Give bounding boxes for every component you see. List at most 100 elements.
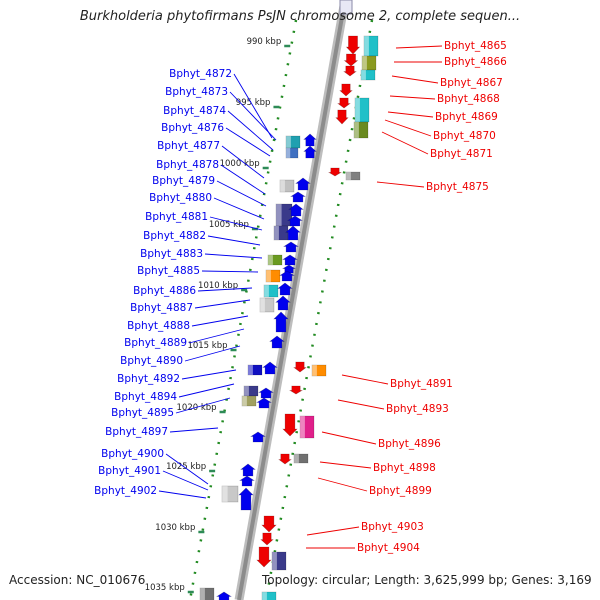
feature-block-magenta[interactable] <box>299 415 315 439</box>
feature-block-cyan[interactable] <box>263 284 279 298</box>
reverse-gene-label[interactable]: Bphyt_4893 <box>386 403 449 415</box>
forward-gene-arrow[interactable] <box>286 215 304 227</box>
feature-block-cyan[interactable] <box>354 97 370 123</box>
reverse-gene-label[interactable]: Bphyt_4875 <box>426 181 489 193</box>
forward-gene-label[interactable]: Bphyt_4881 <box>145 211 208 223</box>
feature-block-cyan[interactable] <box>363 35 379 57</box>
reverse-gene-label[interactable]: Bphyt_4869 <box>435 111 498 123</box>
reverse-gene-arrow[interactable] <box>335 109 349 125</box>
reverse-gene-label[interactable]: Bphyt_4866 <box>444 56 507 68</box>
feature-block-silver[interactable] <box>259 297 275 313</box>
forward-gene-arrow[interactable] <box>273 311 289 333</box>
forward-gene-label[interactable]: Bphyt_4873 <box>165 86 228 98</box>
reverse-gene-arrow[interactable] <box>343 53 359 67</box>
feature-block-khaki[interactable] <box>241 395 257 407</box>
feature-block-cyan[interactable] <box>360 69 376 81</box>
forward-gene-label[interactable]: Bphyt_4872 <box>169 68 232 80</box>
reverse-gene-arrow[interactable] <box>260 532 274 546</box>
reverse-gene-label[interactable]: Bphyt_4904 <box>357 542 420 554</box>
forward-gene-label[interactable]: Bphyt_4877 <box>157 140 220 152</box>
forward-gene-label[interactable]: Bphyt_4895 <box>111 407 174 419</box>
feature-block-olive[interactable] <box>361 55 377 71</box>
feature-block-navy[interactable] <box>275 203 293 227</box>
reverse-gene-label[interactable]: Bphyt_4903 <box>361 521 424 533</box>
forward-gene-label[interactable]: Bphyt_4878 <box>156 159 219 171</box>
forward-gene-label[interactable]: Bphyt_4874 <box>163 105 226 117</box>
reverse-gene-arrow[interactable] <box>293 361 307 373</box>
reverse-gene-arrow[interactable] <box>288 385 304 395</box>
forward-gene-arrow[interactable] <box>238 475 256 487</box>
reverse-gene-label[interactable]: Bphyt_4867 <box>440 77 503 89</box>
feature-block-silver[interactable] <box>279 179 295 193</box>
forward-gene-arrow[interactable] <box>277 282 293 296</box>
forward-gene-arrow[interactable] <box>215 591 233 600</box>
reverse-gene-arrow[interactable] <box>337 97 351 109</box>
forward-gene-arrow[interactable] <box>285 225 301 241</box>
forward-gene-label[interactable]: Bphyt_4894 <box>114 391 177 403</box>
forward-gene-label[interactable]: Bphyt_4885 <box>137 265 200 277</box>
reverse-gene-arrow[interactable] <box>339 83 353 97</box>
reverse-gene-arrow[interactable] <box>282 413 298 437</box>
forward-gene-label[interactable]: Bphyt_4887 <box>130 302 193 314</box>
forward-gene-label[interactable]: Bphyt_4890 <box>120 355 183 367</box>
feature-block-cyan[interactable] <box>261 591 277 600</box>
reverse-gene-label[interactable]: Bphyt_4899 <box>369 485 432 497</box>
forward-gene-label[interactable]: Bphyt_4882 <box>143 230 206 242</box>
forward-gene-arrow[interactable] <box>240 463 256 477</box>
forward-gene-label[interactable]: Bphyt_4892 <box>117 373 180 385</box>
reverse-gene-label[interactable]: Bphyt_4896 <box>378 438 441 450</box>
feature-block-steel[interactable] <box>285 147 299 159</box>
feature-block-olive[interactable] <box>353 121 369 139</box>
feature-block-grey[interactable] <box>345 171 361 181</box>
forward-gene-arrow[interactable] <box>281 264 297 274</box>
reverse-gene-label[interactable]: Bphyt_4871 <box>430 148 493 160</box>
forward-gene-label[interactable]: Bphyt_4897 <box>105 426 168 438</box>
reverse-gene-label[interactable]: Bphyt_4865 <box>444 40 507 52</box>
reverse-gene-arrow[interactable] <box>345 35 361 55</box>
feature-block-navy[interactable] <box>273 225 289 241</box>
forward-gene-label[interactable]: Bphyt_4886 <box>133 285 196 297</box>
feature-block-grey[interactable] <box>293 453 309 464</box>
forward-gene-arrow[interactable] <box>262 361 278 375</box>
forward-gene-arrow[interactable] <box>257 387 275 399</box>
reverse-gene-label[interactable]: Bphyt_4870 <box>433 130 496 142</box>
reverse-gene-label[interactable]: Bphyt_4891 <box>390 378 453 390</box>
forward-gene-label[interactable]: Bphyt_4900 <box>101 448 164 460</box>
feature-block-navy[interactable] <box>271 551 287 571</box>
reverse-gene-arrow[interactable] <box>261 515 277 533</box>
forward-gene-arrow[interactable] <box>249 431 267 443</box>
forward-gene-arrow[interactable] <box>269 335 285 349</box>
forward-gene-arrow[interactable] <box>238 487 254 511</box>
forward-gene-label[interactable]: Bphyt_4880 <box>149 192 212 204</box>
forward-gene-label[interactable]: Bphyt_4879 <box>152 175 215 187</box>
feature-block-navy[interactable] <box>243 385 259 397</box>
forward-gene-label[interactable]: Bphyt_4902 <box>94 485 157 497</box>
reverse-gene-label[interactable]: Bphyt_4868 <box>437 93 500 105</box>
reverse-gene-arrow[interactable] <box>327 167 343 177</box>
forward-gene-arrow[interactable] <box>303 145 317 159</box>
reverse-gene-arrow[interactable] <box>278 453 292 465</box>
reverse-gene-label[interactable]: Bphyt_4898 <box>373 462 436 474</box>
forward-gene-label[interactable]: Bphyt_4888 <box>127 320 190 332</box>
forward-gene-label[interactable]: Bphyt_4876 <box>161 122 224 134</box>
forward-gene-arrow[interactable] <box>278 270 296 282</box>
forward-gene-label[interactable]: Bphyt_4901 <box>98 465 161 477</box>
reverse-gene-arrow[interactable] <box>343 65 357 77</box>
forward-gene-arrow[interactable] <box>288 203 304 217</box>
forward-gene-label[interactable]: Bphyt_4889 <box>124 337 187 349</box>
forward-gene-arrow[interactable] <box>289 191 307 203</box>
feature-block-olive[interactable] <box>267 254 283 266</box>
feature-block-orange[interactable] <box>265 269 281 283</box>
feature-block-orange[interactable] <box>311 364 327 377</box>
forward-gene-arrow[interactable] <box>281 254 299 266</box>
feature-block-grey[interactable] <box>199 587 215 600</box>
forward-gene-label[interactable]: Bphyt_4883 <box>140 248 203 260</box>
forward-gene-arrow[interactable] <box>303 133 317 147</box>
forward-gene-arrow[interactable] <box>282 241 300 253</box>
forward-gene-arrow[interactable] <box>295 177 311 191</box>
forward-gene-arrow[interactable] <box>275 295 291 311</box>
forward-gene-arrow[interactable] <box>255 397 273 409</box>
feature-block-blue[interactable] <box>247 364 263 376</box>
feature-block-silver[interactable] <box>221 485 239 503</box>
reverse-gene-arrow[interactable] <box>256 546 272 568</box>
